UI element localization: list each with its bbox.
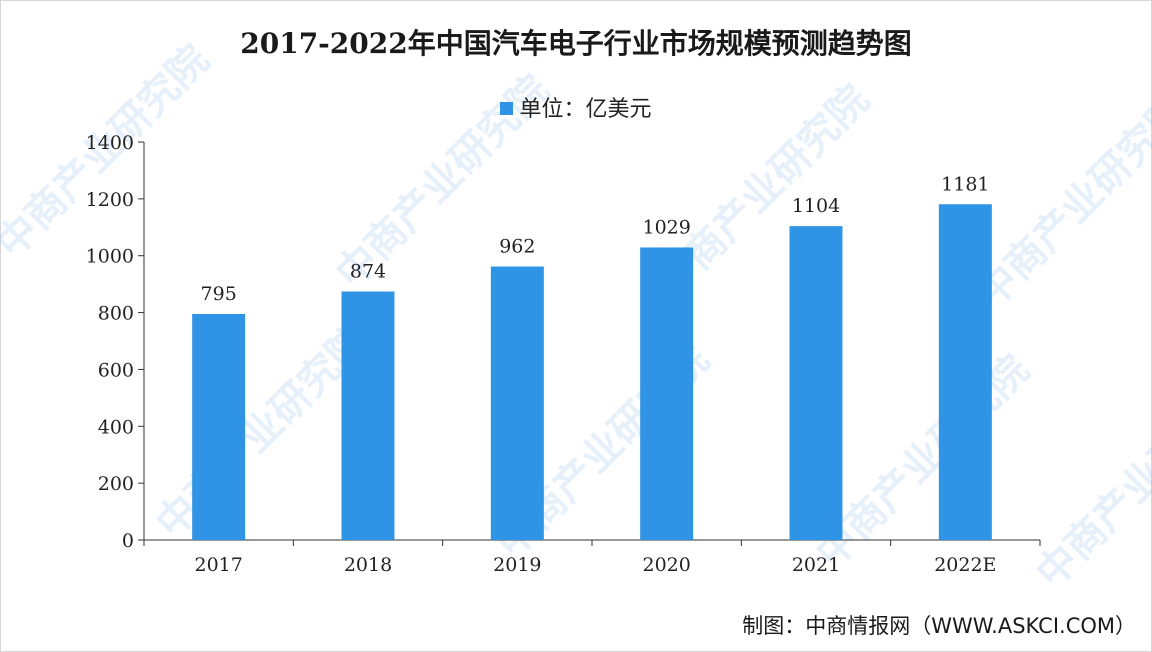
source-note: 制图：中商情报网（WWW.ASKCI.COM） — [742, 614, 1136, 638]
legend: 单位：亿美元 — [0, 91, 1152, 123]
x-tick-label: 2021 — [792, 554, 840, 576]
y-tick-label: 200 — [98, 473, 134, 495]
x-tick-label: 2022E — [934, 554, 996, 576]
data-label: 1029 — [642, 216, 690, 238]
bar — [192, 313, 246, 540]
y-tick-label: 400 — [98, 416, 134, 438]
data-label: 962 — [499, 236, 535, 258]
y-tick-label: 0 — [122, 530, 134, 552]
y-tick-label: 600 — [98, 359, 134, 381]
data-label: 1104 — [792, 195, 840, 217]
y-tick-label: 1000 — [86, 246, 134, 268]
bar — [341, 291, 395, 540]
data-label: 874 — [350, 261, 386, 283]
legend-swatch — [500, 101, 514, 115]
x-tick-label: 2018 — [344, 554, 392, 576]
chart-title: 2017-2022年中国汽车电子行业市场规模预测趋势图 — [240, 27, 912, 60]
data-label: 795 — [201, 283, 237, 305]
y-tick-label: 1200 — [86, 189, 134, 211]
y-tick-label: 1400 — [86, 132, 134, 154]
legend-label: 单位：亿美元 — [519, 97, 652, 122]
bar — [789, 226, 843, 541]
x-tick-label: 2020 — [642, 554, 690, 576]
bar — [490, 266, 544, 540]
x-tick-label: 2019 — [493, 554, 541, 576]
x-tick-label: 2017 — [194, 554, 242, 576]
data-label: 1181 — [941, 173, 989, 195]
bar — [640, 247, 694, 540]
y-tick-label: 800 — [98, 303, 134, 325]
bar — [938, 204, 992, 540]
